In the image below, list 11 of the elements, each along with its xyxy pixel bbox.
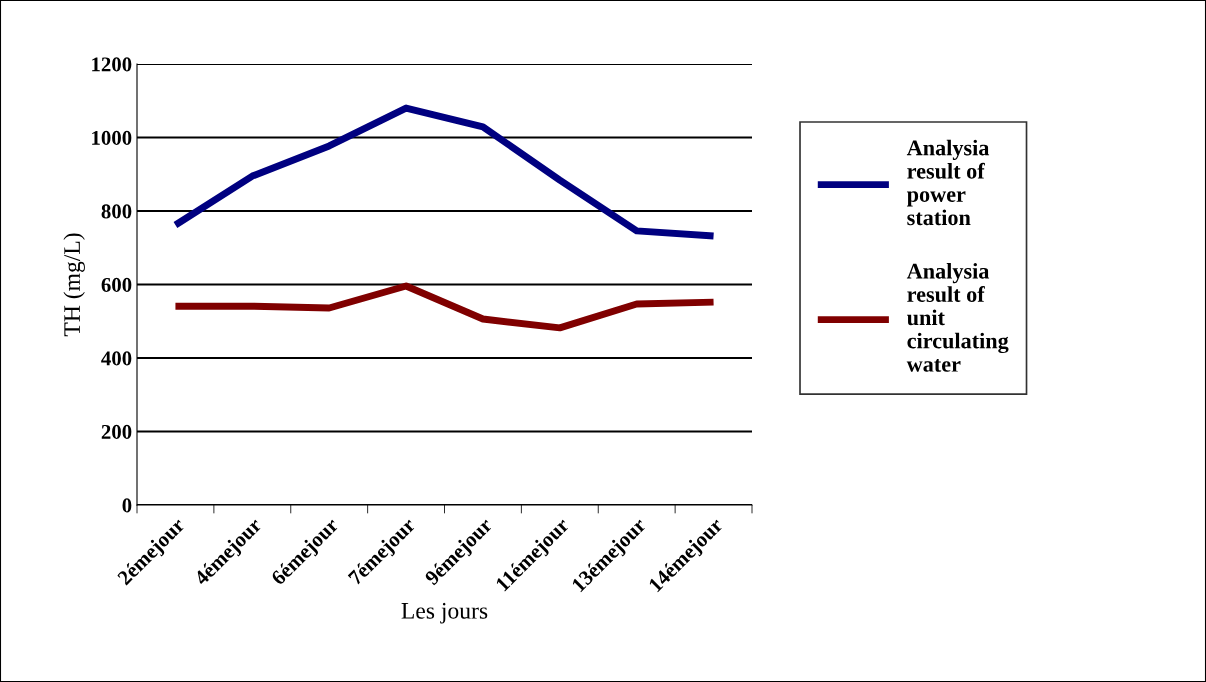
y-tick-label: 200 [101,424,132,439]
y-tick-label: 600 [101,277,132,292]
legend-label: Analysia result of power station [906,139,990,226]
legend-label: Analysia result of unit circulating water [906,263,1009,372]
y-tick-label: 1200 [92,57,132,72]
y-axis-title: TH (mg/L) [63,233,85,337]
y-tick-label: 400 [101,351,132,366]
y-tick-label: 1000 [92,130,132,145]
y-tick-label: 800 [101,204,132,219]
y-tick-label: 0 [122,498,132,513]
x-axis-title: Les jours [401,602,488,624]
